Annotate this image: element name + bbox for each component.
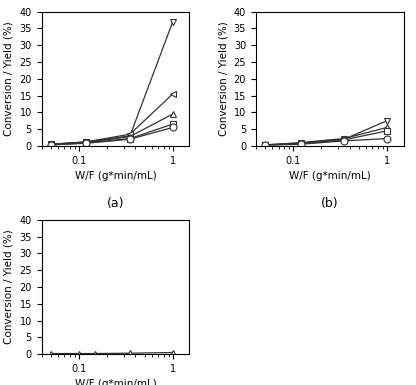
Y-axis label: Conversion / Yield (%): Conversion / Yield (%) xyxy=(4,229,14,345)
X-axis label: W/F (g*min/mL): W/F (g*min/mL) xyxy=(289,171,371,181)
X-axis label: W/F (g*min/mL): W/F (g*min/mL) xyxy=(74,380,156,385)
Y-axis label: Conversion / Yield (%): Conversion / Yield (%) xyxy=(4,21,14,136)
X-axis label: W/F (g*min/mL): W/F (g*min/mL) xyxy=(74,171,156,181)
Text: (a): (a) xyxy=(107,197,124,210)
Text: (b): (b) xyxy=(321,197,339,210)
Y-axis label: Conversion / Yield (%): Conversion / Yield (%) xyxy=(218,21,228,136)
